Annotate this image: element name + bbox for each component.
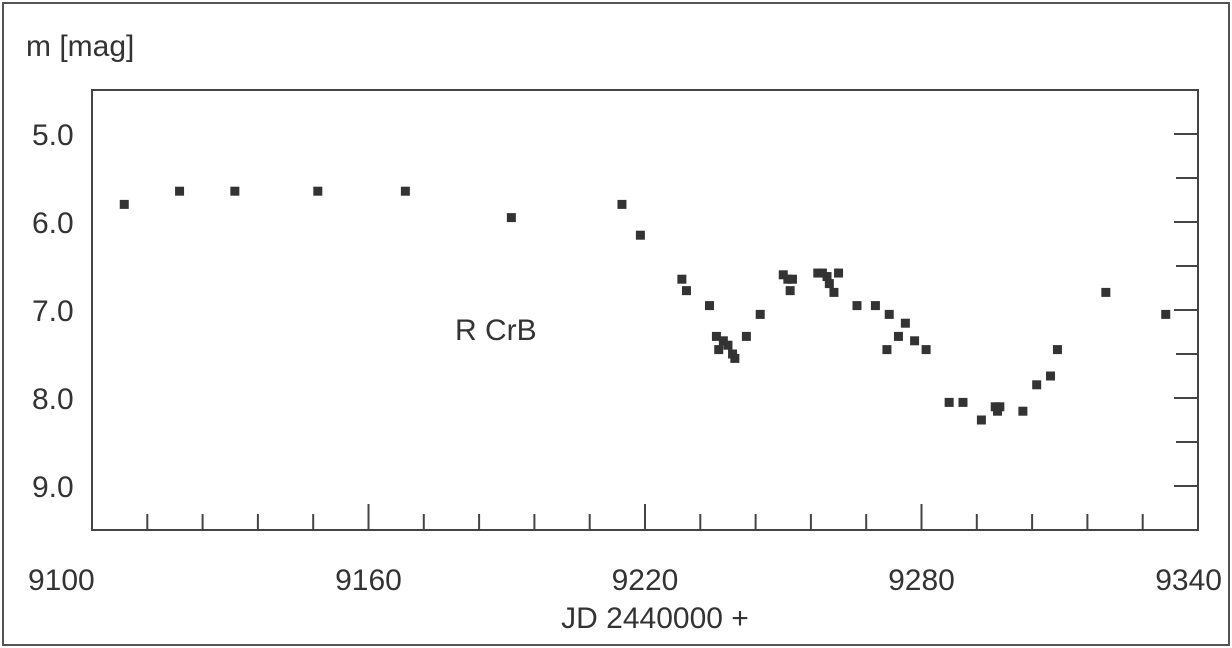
- data-point: [400, 186, 410, 196]
- data-point: [1032, 380, 1042, 390]
- data-point: [900, 318, 910, 328]
- data-point: [783, 274, 793, 284]
- x-tick-label: 9280: [888, 564, 955, 597]
- x-tick-labels: 9100 9160 9220 9280 9340: [28, 564, 1222, 597]
- data-point: [778, 270, 788, 280]
- data-point: [1018, 406, 1028, 416]
- data-point: [829, 287, 839, 297]
- data-point: [822, 272, 832, 282]
- data-point: [718, 336, 728, 346]
- data-point: [617, 199, 627, 209]
- data-point: [681, 286, 691, 296]
- data-point: [921, 345, 931, 355]
- data-point: [175, 186, 185, 196]
- data-point: [884, 309, 894, 319]
- data-point: [958, 397, 968, 407]
- y-tick-label: 8.0: [32, 383, 74, 416]
- data-point: [813, 268, 823, 278]
- y-axis-label: m [mag]: [26, 30, 134, 63]
- y-tick-label: 6.0: [32, 207, 74, 240]
- data-point: [1052, 345, 1062, 355]
- star-name-annotation: R CrB: [455, 314, 537, 347]
- data-point: [817, 268, 827, 278]
- data-point: [635, 230, 645, 240]
- data-point: [995, 402, 1005, 412]
- data-point: [313, 186, 323, 196]
- y-tick-label: 5.0: [32, 119, 74, 152]
- data-points: [119, 186, 1171, 425]
- data-point: [730, 353, 740, 363]
- y-tick-label: 7.0: [32, 295, 74, 328]
- data-point: [893, 331, 903, 341]
- data-point: [705, 301, 715, 311]
- data-point: [723, 340, 733, 350]
- x-tick-label: 9220: [612, 564, 679, 597]
- data-point: [824, 279, 834, 289]
- data-point: [910, 336, 920, 346]
- data-point: [944, 397, 954, 407]
- data-point: [755, 309, 765, 319]
- data-point: [714, 345, 724, 355]
- data-point: [787, 274, 797, 284]
- data-point: [852, 301, 862, 311]
- data-point: [506, 213, 516, 223]
- data-point: [834, 268, 844, 278]
- data-point: [1161, 309, 1171, 319]
- data-point: [711, 331, 721, 341]
- data-point: [677, 274, 687, 284]
- x-tick-label: 9340: [1155, 564, 1222, 597]
- y-tick-labels: 5.0 6.0 7.0 8.0 9.0: [32, 119, 74, 504]
- x-tick-label: 9160: [335, 564, 402, 597]
- data-point: [976, 415, 986, 425]
- data-point: [785, 286, 795, 296]
- data-point: [882, 345, 892, 355]
- data-point: [119, 199, 129, 209]
- data-point: [1101, 287, 1111, 297]
- data-point: [741, 331, 751, 341]
- data-point: [870, 301, 880, 311]
- x-axis-label: JD 2440000 +: [561, 602, 749, 635]
- data-point: [230, 186, 240, 196]
- data-point: [1046, 371, 1056, 381]
- plot-area: [91, 89, 1199, 531]
- y-tick-label: 9.0: [32, 471, 74, 504]
- axis-ticks: [91, 89, 1199, 531]
- x-tick-label: 9100: [28, 564, 95, 597]
